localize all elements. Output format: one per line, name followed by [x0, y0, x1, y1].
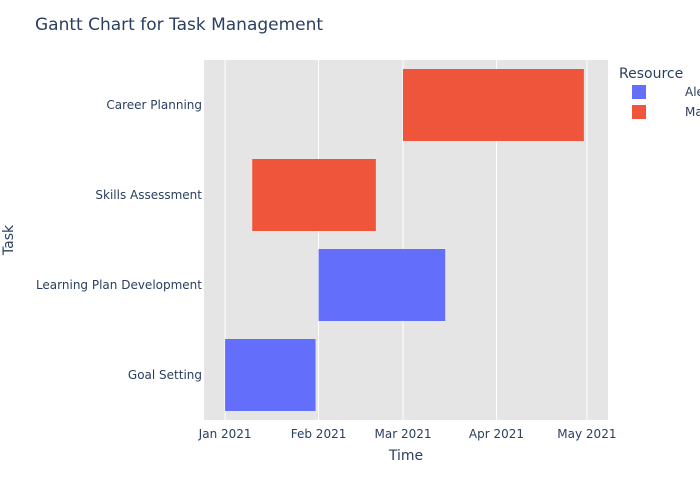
gantt-bar: [252, 159, 376, 231]
gantt-bar: [225, 339, 316, 411]
y-tick-label: Learning Plan Development: [36, 278, 202, 292]
y-tick-label: Skills Assessment: [95, 188, 202, 202]
x-tick-label: Apr 2021: [469, 427, 524, 441]
y-axis-title: Task: [1, 224, 17, 256]
gantt-bar: [402, 69, 584, 141]
bars: [225, 69, 584, 411]
x-tick-label: Mar 2021: [374, 427, 431, 441]
legend: Alex Max: [632, 85, 700, 119]
chart-title: Gantt Chart for Task Management: [35, 15, 323, 35]
legend-label: Max: [685, 105, 700, 119]
x-tick-label: Feb 2021: [291, 427, 347, 441]
x-axis-title: Time: [388, 448, 423, 464]
y-tick-label: Career Planning: [106, 98, 202, 112]
x-tick-label: Jan 2021: [198, 427, 252, 441]
y-tick-label: Goal Setting: [128, 368, 202, 382]
y-axis-ticks: Career Planning Skills Assessment Learning…: [36, 98, 202, 382]
legend-swatch: [632, 85, 646, 99]
legend-title: Resource: [619, 66, 683, 82]
gantt-bar: [318, 249, 446, 321]
legend-label: Alex: [685, 85, 700, 99]
x-axis-ticks: Jan 2021 Feb 2021 Mar 2021 Apr 2021 May 2021: [198, 427, 617, 441]
x-tick-label: May 2021: [557, 427, 616, 441]
legend-swatch: [632, 105, 646, 119]
